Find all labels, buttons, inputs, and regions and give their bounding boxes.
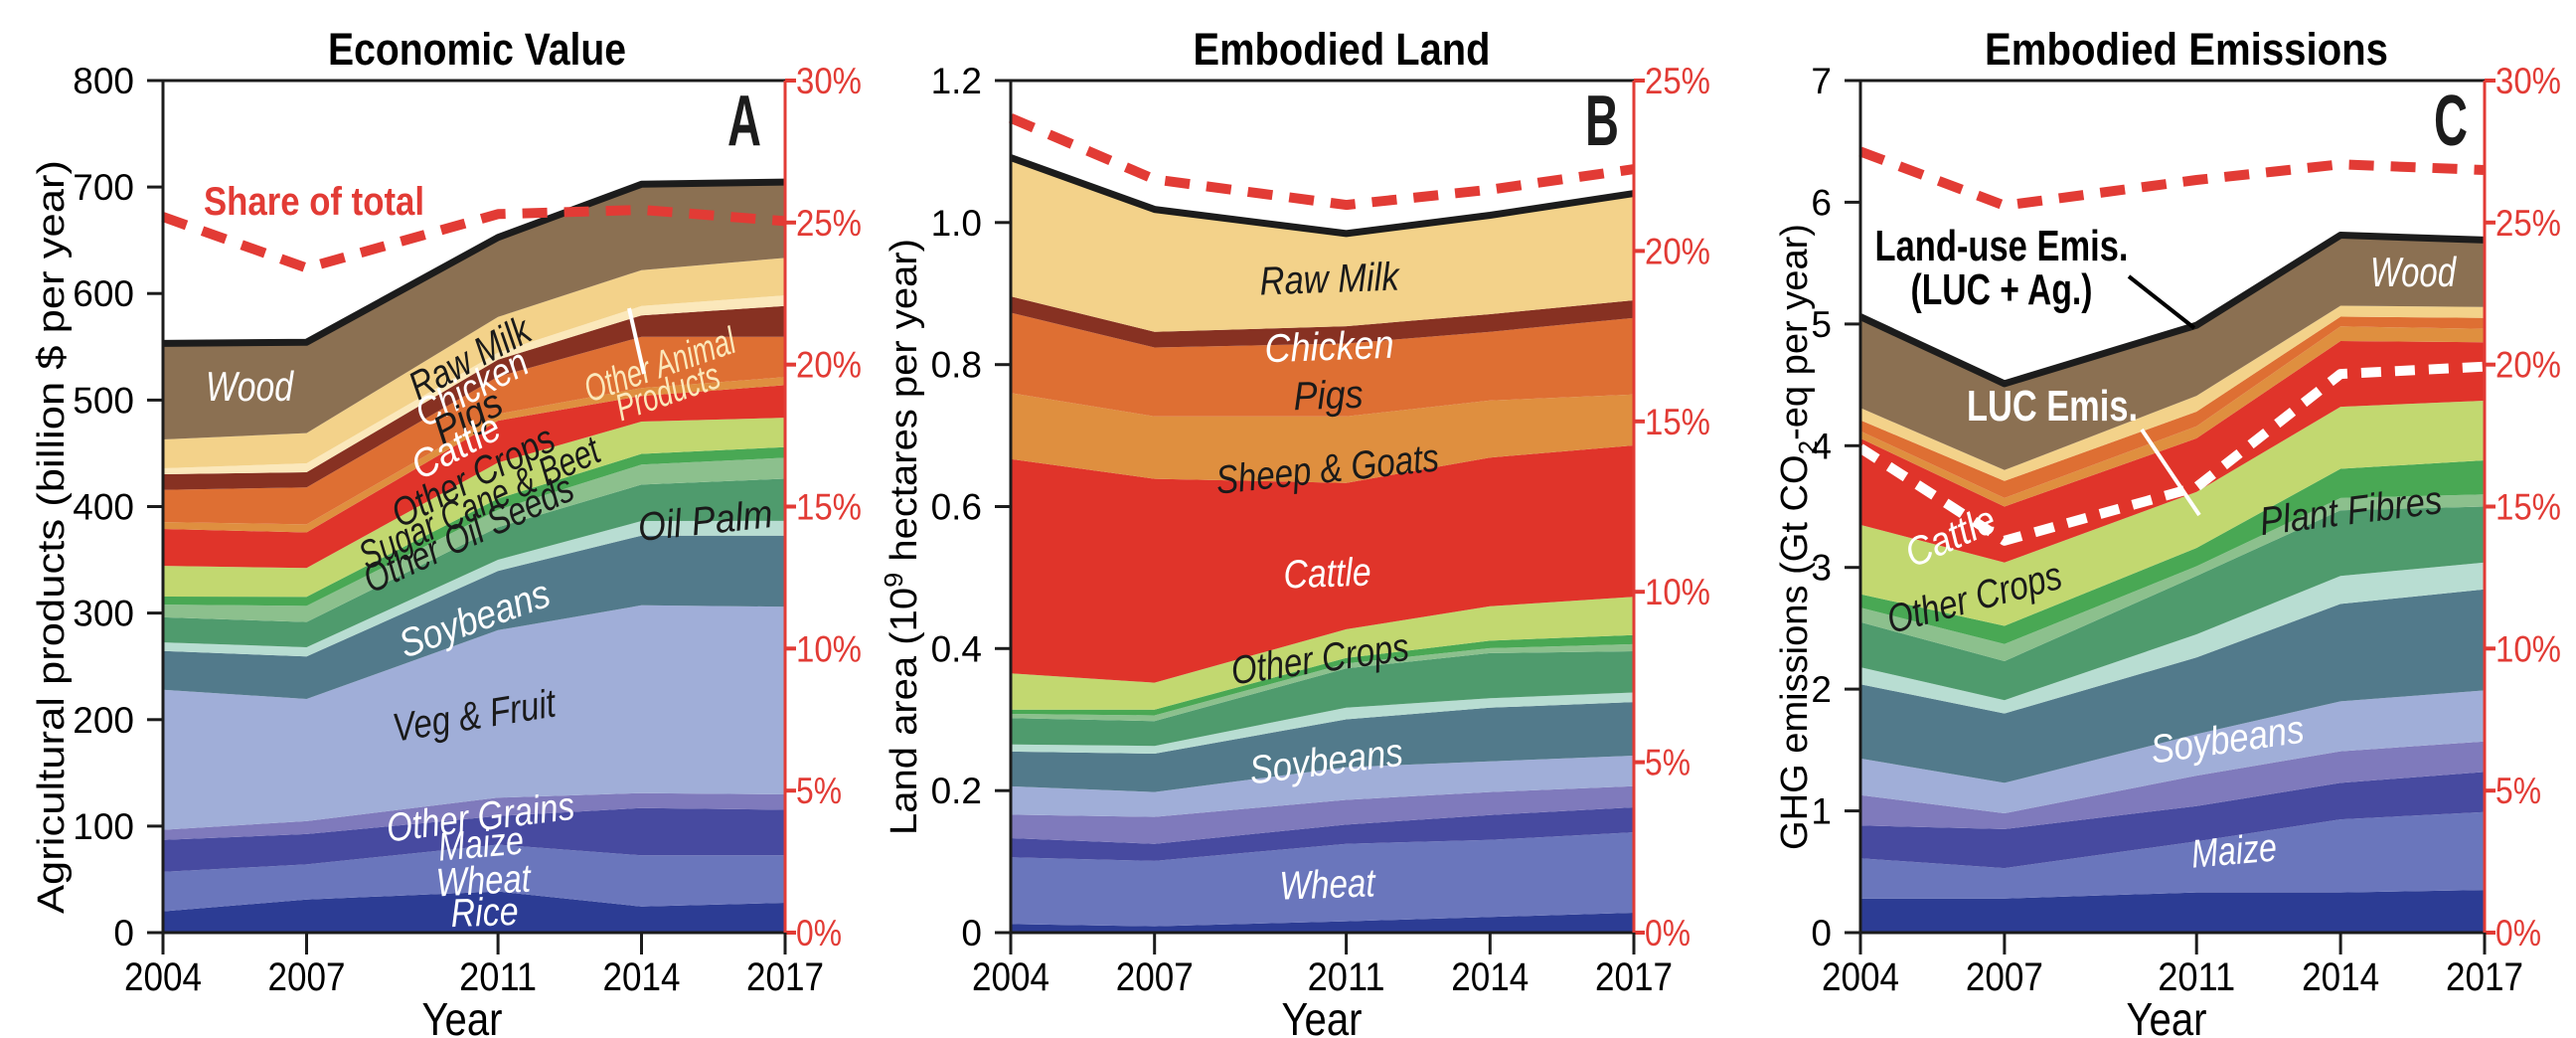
svg-text:5: 5 [1811,304,1832,345]
svg-text:Maize: Maize [2189,825,2279,876]
svg-text:10%: 10% [796,628,862,669]
svg-text:Chicken: Chicken [1264,323,1394,372]
svg-text:6: 6 [1811,182,1832,223]
svg-text:2017: 2017 [1595,955,1673,999]
svg-text:20%: 20% [796,345,862,386]
svg-text:A: A [727,82,761,161]
svg-text:100: 100 [73,806,134,847]
svg-text:2007: 2007 [1116,955,1194,999]
svg-text:30%: 30% [796,61,862,101]
svg-text:2007: 2007 [268,955,346,999]
svg-text:Embodied Emissions: Embodied Emissions [1985,24,2388,75]
svg-text:5%: 5% [796,771,842,811]
svg-text:GHG emissions (Gt CO2-eq per y: GHG emissions (Gt CO2-eq per year) [1774,224,1823,850]
svg-text:Year: Year [422,993,503,1038]
svg-text:0: 0 [961,913,982,953]
svg-text:0.4: 0.4 [931,628,982,669]
svg-text:2011: 2011 [1308,955,1385,999]
svg-text:Year: Year [2127,993,2207,1038]
svg-text:10%: 10% [2496,628,2561,669]
svg-text:2004: 2004 [972,955,1049,999]
svg-text:10%: 10% [1645,572,1710,612]
svg-text:2011: 2011 [459,955,537,999]
svg-text:3: 3 [1811,548,1832,589]
svg-text:Raw Milk: Raw Milk [1259,256,1401,304]
svg-text:4: 4 [1811,426,1832,466]
svg-text:0: 0 [113,913,134,953]
svg-text:25%: 25% [1645,61,1710,101]
svg-text:2014: 2014 [1451,955,1529,999]
svg-text:5%: 5% [2496,771,2541,811]
svg-text:600: 600 [73,273,134,314]
svg-text:0%: 0% [796,913,842,953]
svg-text:15%: 15% [796,487,862,528]
svg-text:2004: 2004 [124,955,202,999]
svg-text:800: 800 [73,61,134,101]
svg-text:0: 0 [1811,913,1832,953]
svg-text:7: 7 [1811,61,1832,101]
svg-text:500: 500 [73,380,134,421]
svg-text:2014: 2014 [603,955,681,999]
svg-text:1.0: 1.0 [931,203,982,244]
svg-text:C: C [2434,82,2468,161]
svg-text:Wood: Wood [206,363,294,410]
svg-text:Cattle: Cattle [1283,550,1371,597]
svg-text:5%: 5% [1645,743,1690,783]
svg-text:B: B [1585,82,1619,161]
svg-text:0%: 0% [1645,913,1690,953]
svg-text:20%: 20% [1645,231,1710,271]
svg-text:2007: 2007 [1966,955,2043,999]
svg-text:30%: 30% [2496,61,2561,101]
svg-text:Rice: Rice [450,890,519,936]
svg-text:Share of total: Share of total [204,180,424,224]
svg-text:2011: 2011 [2158,955,2235,999]
svg-text:200: 200 [73,700,134,741]
svg-text:15%: 15% [2496,487,2561,528]
svg-text:700: 700 [73,167,134,208]
svg-text:20%: 20% [2496,345,2561,386]
svg-text:Embodied Land: Embodied Land [1194,24,1491,75]
svg-text:Economic Value: Economic Value [328,24,626,75]
svg-text:Year: Year [1282,993,1363,1038]
svg-text:15%: 15% [1645,402,1710,442]
svg-text:Pigs: Pigs [1293,373,1364,419]
svg-text:LUC Emis.: LUC Emis. [1967,382,2138,431]
svg-text:1.2: 1.2 [931,61,982,101]
svg-text:Wood: Wood [2370,249,2457,295]
svg-text:1: 1 [1811,791,1832,832]
svg-text:2014: 2014 [2302,955,2379,999]
svg-text:Maize: Maize [436,818,526,869]
svg-text:300: 300 [73,594,134,634]
svg-text:Land-use Emis.: Land-use Emis. [1875,222,2129,270]
svg-text:Wheat: Wheat [435,856,534,905]
svg-text:0.2: 0.2 [931,771,982,811]
svg-text:25%: 25% [796,203,862,244]
svg-text:2: 2 [1811,669,1832,710]
svg-text:0.8: 0.8 [931,345,982,386]
svg-text:(LUC + Ag.): (LUC + Ag.) [1911,265,2093,314]
svg-text:Land area (109 hectares per ye: Land area (109 hectares per year) [879,239,925,835]
svg-text:0%: 0% [2496,913,2541,953]
svg-text:400: 400 [73,487,134,528]
svg-text:2004: 2004 [1822,955,1899,999]
svg-text:Agricultural products (billion: Agricultural products (billion $ per yea… [31,160,73,914]
svg-text:25%: 25% [2496,203,2561,244]
svg-text:2017: 2017 [746,955,824,999]
svg-text:2017: 2017 [2446,955,2523,999]
svg-text:Wheat: Wheat [1279,861,1377,908]
svg-text:0.6: 0.6 [931,487,982,528]
